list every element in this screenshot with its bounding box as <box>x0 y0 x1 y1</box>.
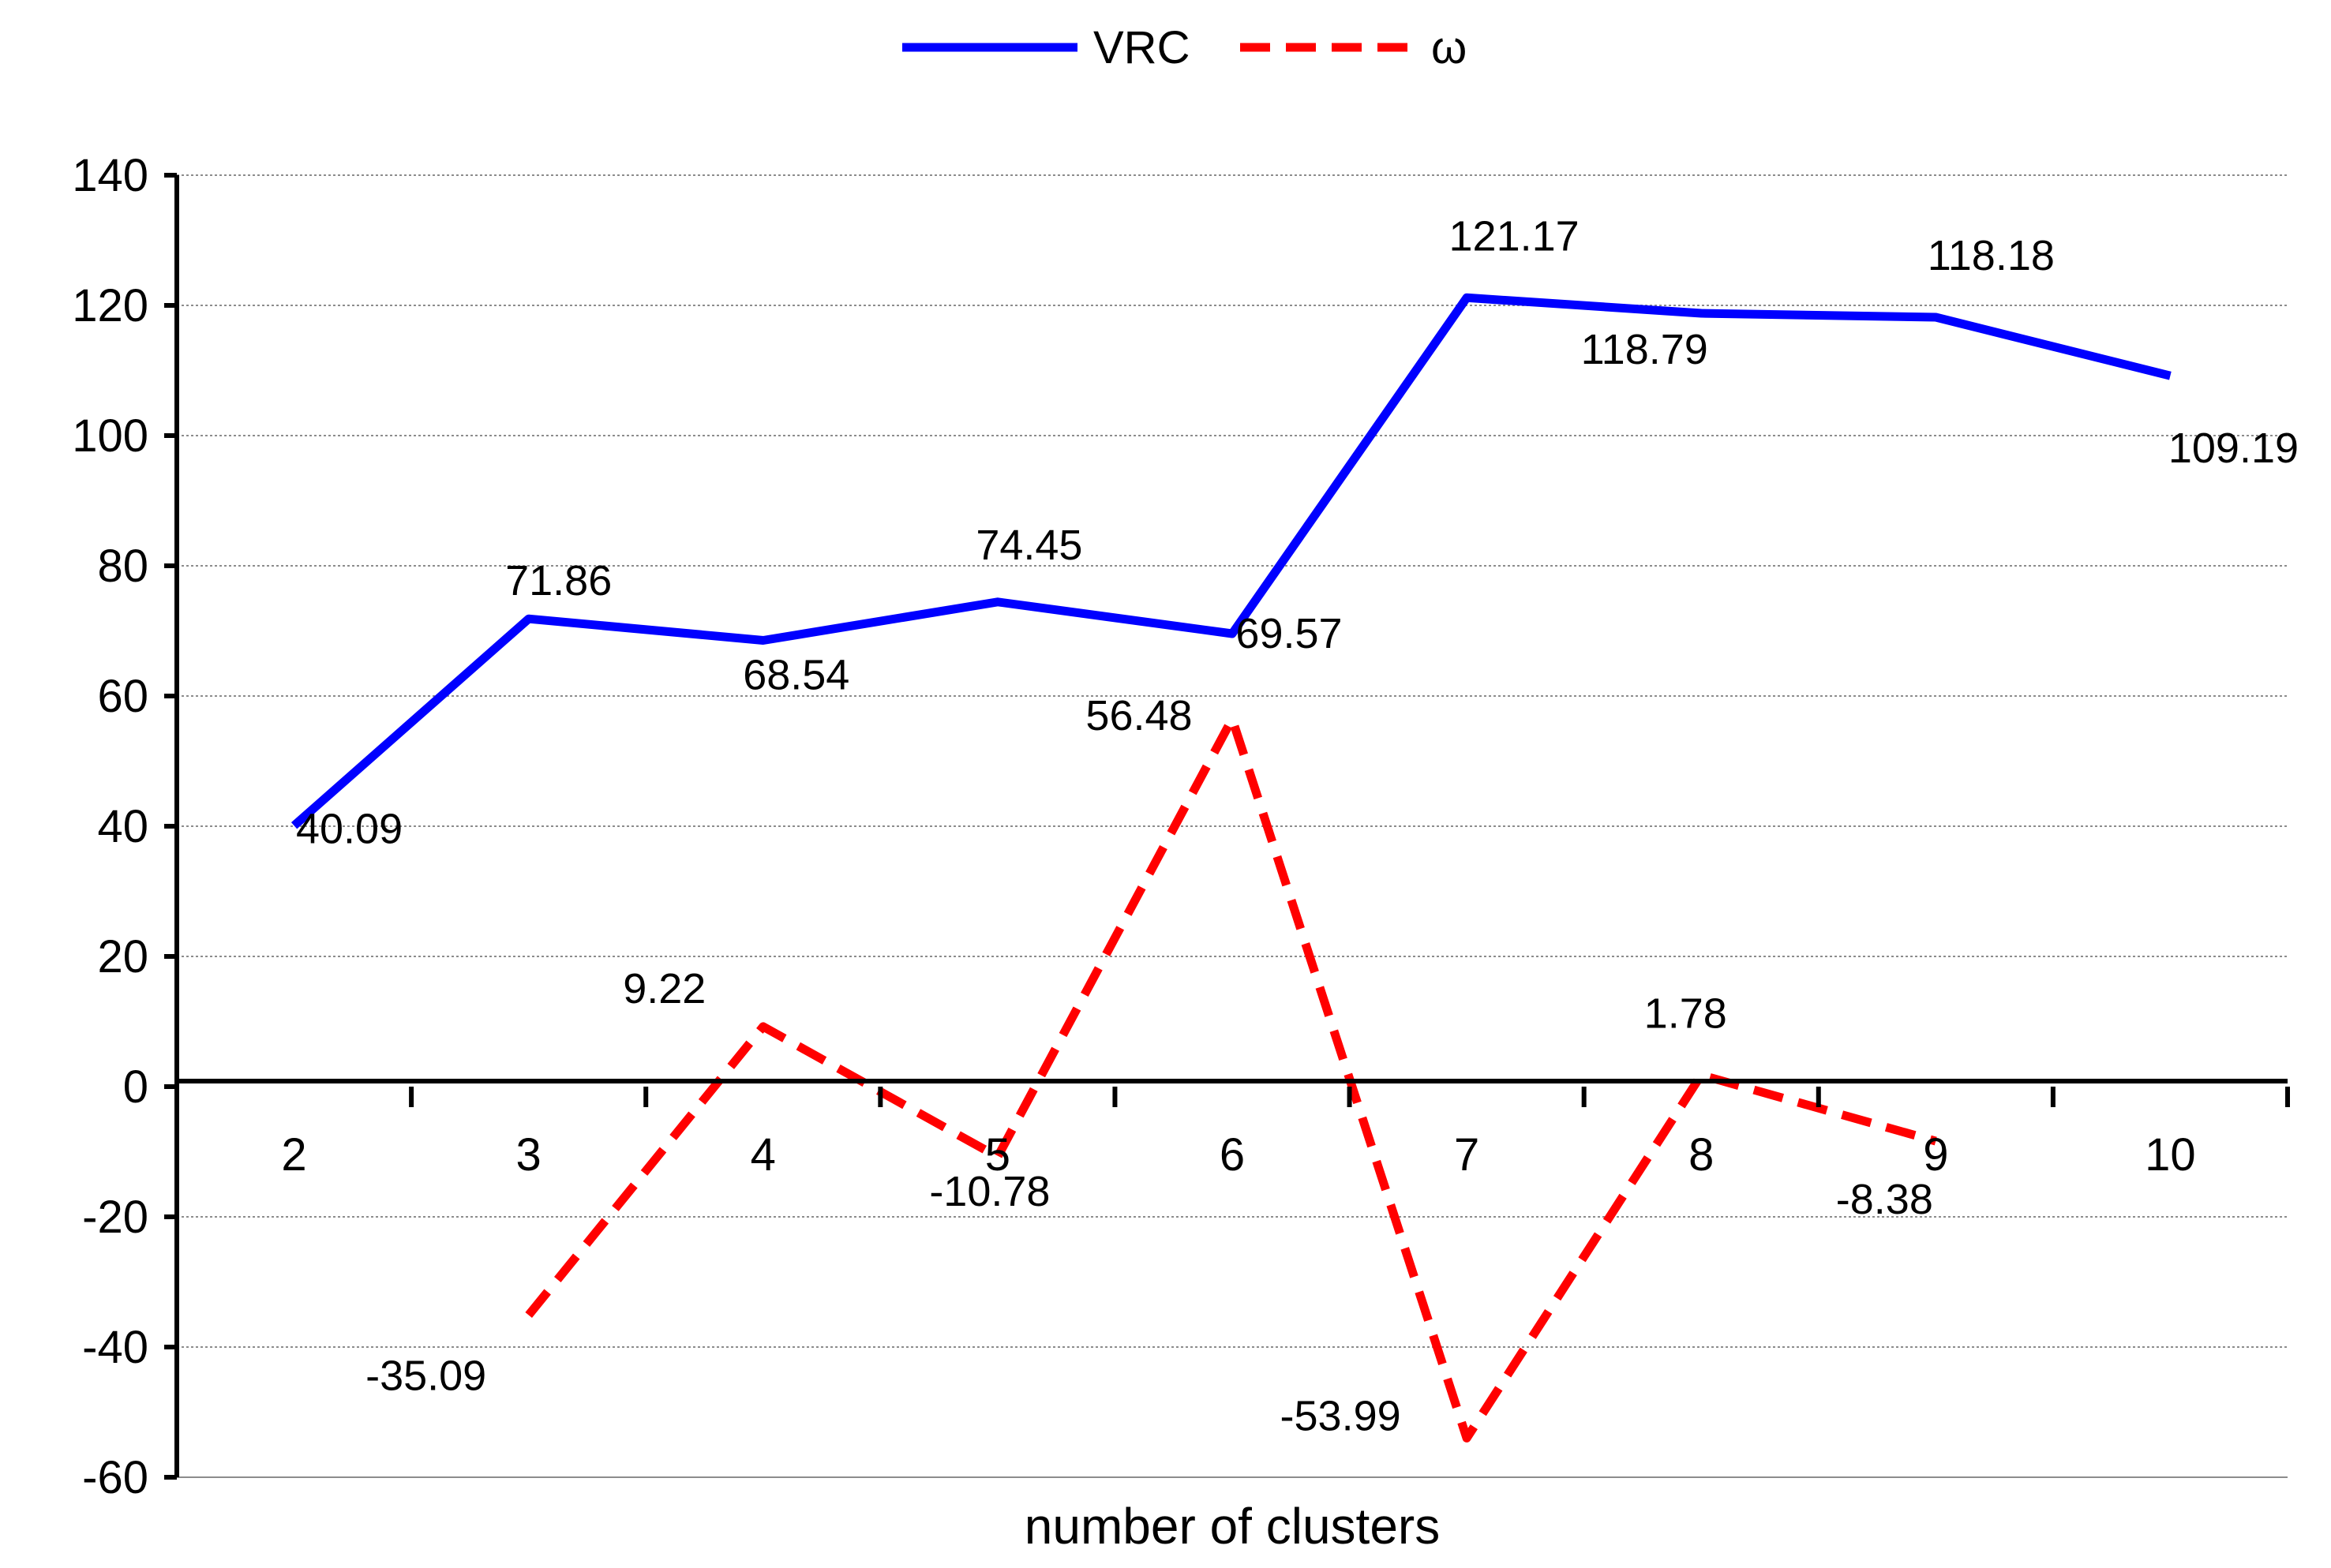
y-tick-label: -40 <box>82 1322 148 1373</box>
y-tick-label: 120 <box>72 280 148 331</box>
y-tick-labels: -60 -40 -20 0 20 40 60 80 100 120 140 <box>72 150 148 1503</box>
x-tick-label: 7 <box>1454 1129 1479 1181</box>
data-label-vrc: 121.17 <box>1449 212 1580 260</box>
x-tick-label: 9 <box>1923 1129 1948 1181</box>
x-axis-title: number of clusters <box>1025 1498 1440 1555</box>
y-tick-label: 0 <box>123 1061 148 1113</box>
x-tick-labels: 2 3 4 5 6 7 8 9 10 <box>281 1129 2195 1181</box>
x-tick-label: 8 <box>1688 1129 1714 1181</box>
data-label-vrc: 68.54 <box>743 652 849 699</box>
axes <box>164 173 2290 1480</box>
y-tick-label: -60 <box>82 1452 148 1503</box>
data-label-vrc: 118.79 <box>1581 326 1708 373</box>
series-line-vrc <box>290 293 2172 829</box>
x-tick-label: 2 <box>281 1129 306 1181</box>
data-label-vrc: 71.86 <box>505 557 612 604</box>
x-tick-label: 6 <box>1220 1129 1245 1181</box>
data-label-omega: 1.78 <box>1644 990 1727 1037</box>
data-label-omega: -35.09 <box>365 1352 486 1399</box>
data-label-vrc: 118.18 <box>1928 232 2055 279</box>
series-lines <box>290 293 2172 1443</box>
data-label-vrc: 74.45 <box>976 522 1082 569</box>
y-tick-label: 80 <box>97 541 148 592</box>
data-label-omega: 56.48 <box>1085 692 1192 739</box>
data-label-omega: -10.78 <box>929 1168 1050 1215</box>
y-tick-label: -20 <box>82 1192 148 1243</box>
legend-label-omega: ω <box>1431 22 1467 73</box>
y-tick-label: 100 <box>72 410 148 462</box>
legend-label-vrc: VRC <box>1093 22 1190 73</box>
y-tick-label: 140 <box>72 150 148 201</box>
series-line-omega <box>525 714 1937 1443</box>
data-label-vrc: 69.57 <box>1235 610 1342 657</box>
x-tick-label: 5 <box>985 1129 1010 1181</box>
data-labels: 40.09 71.86 68.54 74.45 69.57 121.17 118.79 118… <box>296 212 2299 1439</box>
y-tick-label: 40 <box>97 801 148 852</box>
data-label-omega: -8.38 <box>1836 1176 1933 1223</box>
x-tick-label: 4 <box>751 1129 776 1181</box>
y-tick-label: 60 <box>97 671 148 722</box>
data-label-vrc: 40.09 <box>296 805 403 852</box>
data-label-vrc: 109.19 <box>2168 425 2299 472</box>
legend: VRC ω <box>902 22 1467 73</box>
gridlines <box>177 174 2288 1478</box>
data-label-omega: -53.99 <box>1280 1392 1401 1439</box>
x-tick-label: 10 <box>2145 1129 2196 1181</box>
x-tick-label: 3 <box>516 1129 542 1181</box>
data-label-omega: 9.22 <box>623 965 706 1012</box>
y-tick-label: 20 <box>97 931 148 982</box>
